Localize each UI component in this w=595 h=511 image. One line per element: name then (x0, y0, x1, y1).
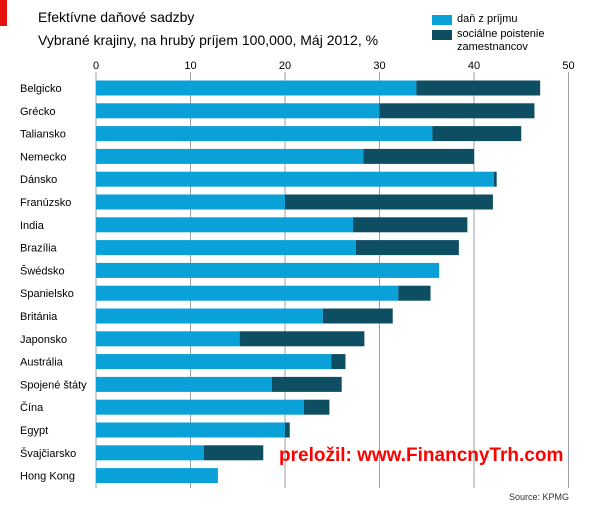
bar-income-tax-9 (96, 285, 399, 301)
chart-title: Efektívne daňové sadzby (38, 9, 195, 25)
bar-social-insurance-16 (203, 445, 264, 461)
x-tick-label-50: 50 (562, 60, 574, 72)
category-label: Brazília (20, 243, 58, 255)
x-tick-label-0: 0 (93, 60, 99, 72)
bar-social-insurance-7 (355, 240, 459, 256)
legend-swatch-social-insurance (432, 30, 452, 40)
x-tick-label-10: 10 (184, 60, 196, 72)
bar-income-tax-11 (96, 331, 240, 347)
category-label: Švajčiarsko (20, 447, 76, 460)
legend-swatch-income-tax (432, 15, 452, 25)
brand-accent-mark (0, 0, 7, 26)
legend-item-income-tax: daň z príjmu (432, 13, 595, 26)
bar-social-insurance-13 (271, 376, 342, 392)
category-label: Egypt (20, 425, 48, 437)
category-label: Franúzsko (20, 197, 71, 209)
category-label: Taliansko (20, 129, 66, 141)
category-label: Británia (20, 311, 58, 323)
bar-social-insurance-2 (432, 126, 522, 142)
x-tick-label-30: 30 (373, 60, 385, 72)
category-label: Belgicko (20, 83, 62, 95)
bar-social-insurance-4 (493, 171, 497, 187)
bar-income-tax-17 (96, 468, 218, 484)
bar-income-tax-3 (96, 148, 364, 164)
bar-income-tax-5 (96, 194, 285, 210)
bar-income-tax-15 (96, 422, 285, 438)
category-label: India (20, 220, 45, 232)
category-label: Hong Kong (20, 471, 75, 483)
bar-social-insurance-6 (353, 217, 468, 233)
category-label: Austrália (20, 357, 64, 369)
x-tick-label-20: 20 (279, 60, 291, 72)
bar-income-tax-7 (96, 240, 356, 256)
bar-social-insurance-5 (285, 194, 493, 210)
bar-social-insurance-3 (363, 148, 474, 164)
bar-social-insurance-1 (379, 103, 535, 119)
bar-social-insurance-9 (398, 285, 431, 301)
bar-income-tax-0 (96, 80, 417, 96)
bar-income-tax-6 (96, 217, 354, 233)
legend-item-social-insurance: sociálne poistenie zamestnancov (432, 28, 595, 54)
category-label: Grécko (20, 106, 55, 118)
bar-income-tax-12 (96, 354, 332, 370)
category-label: Šwédsko (20, 264, 65, 277)
bar-social-insurance-14 (303, 399, 330, 415)
category-label: Spojené štáty (20, 379, 87, 391)
category-label: Spanielsko (20, 288, 74, 300)
bar-social-insurance-10 (322, 308, 393, 324)
watermark-text: preložil: www.FinancnyTrh.com (279, 445, 564, 466)
x-tick-label-40: 40 (468, 60, 480, 72)
bar-income-tax-13 (96, 376, 272, 392)
bar-social-insurance-0 (416, 80, 541, 96)
bar-social-insurance-11 (239, 331, 365, 347)
category-label: Dánsko (20, 174, 57, 186)
chart-subtitle: Vybrané krajiny, na hrubý príjem 100,000… (38, 32, 379, 48)
bar-income-tax-1 (96, 103, 380, 119)
bar-income-tax-4 (96, 171, 494, 187)
bar-social-insurance-12 (331, 354, 346, 370)
category-label: Nemecko (20, 151, 66, 163)
bar-income-tax-16 (96, 445, 204, 461)
bar-income-tax-2 (96, 126, 433, 142)
bar-income-tax-14 (96, 399, 304, 415)
source-note: Source: KPMG (509, 492, 570, 502)
category-label: Čína (20, 401, 44, 414)
chart-legend: daň z príjmu sociálne poistenie zamestna… (432, 13, 595, 56)
legend-label-income-tax: daň z príjmu (457, 13, 518, 25)
legend-label-social-insurance: sociálne poistenie zamestnancov (457, 28, 545, 53)
category-label: Japonsko (20, 334, 67, 346)
bar-income-tax-10 (96, 308, 323, 324)
bar-income-tax-8 (96, 262, 440, 278)
bar-social-insurance-15 (285, 422, 290, 438)
